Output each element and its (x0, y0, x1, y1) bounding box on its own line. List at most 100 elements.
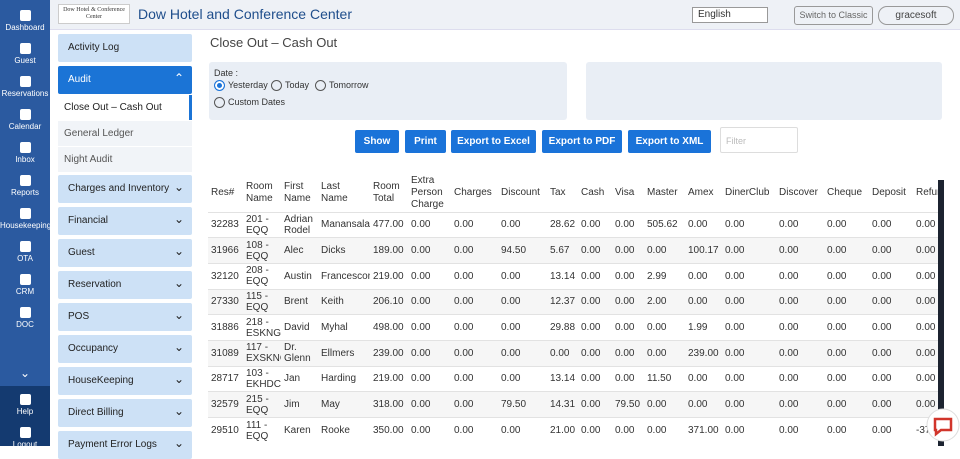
nav-item[interactable]: Logout (0, 427, 50, 449)
column-header[interactable]: Cash (581, 187, 605, 199)
table-cell: 0.00 (869, 288, 913, 315)
column-header[interactable]: Refund (916, 187, 938, 199)
nav-item[interactable]: CRM (0, 274, 50, 296)
table-cell: 32120 (208, 262, 243, 290)
column-header[interactable]: Charges (454, 187, 492, 199)
menu-item[interactable]: Guest ⌄ (58, 239, 192, 267)
table-cell: Jim (281, 391, 318, 418)
table-cell: 0.00 (824, 262, 869, 290)
table-cell: 0.00 (824, 314, 869, 341)
menu-item[interactable]: Charges and Inventory ⌄ (58, 175, 192, 203)
table-cell: Adrian Rodel (281, 211, 318, 238)
nav-item[interactable]: OTA (0, 241, 50, 263)
column-header[interactable]: Visa (615, 187, 635, 199)
menu-item[interactable]: Direct Billing ⌄ (58, 399, 192, 427)
nav-icon (19, 142, 31, 153)
nav-item[interactable]: Guest (0, 43, 50, 65)
date-radio[interactable]: Yesterday (214, 80, 268, 92)
menu-item[interactable]: Financial ⌄ (58, 207, 192, 235)
column-header[interactable]: Extra Person Charge (411, 175, 444, 211)
collapse-chevron[interactable]: ⌄ (19, 366, 31, 380)
nav-item[interactable]: Calendar (0, 109, 50, 131)
nav-item[interactable]: Reservations (0, 76, 50, 98)
nav-item[interactable]: Inbox (0, 142, 50, 164)
table-cell: 0.00 (722, 211, 776, 238)
table-cell: 0.00 (408, 237, 451, 264)
table-cell: 0.00 (451, 417, 498, 444)
switch-classic-button[interactable]: Switch to Classic (794, 6, 873, 25)
date-radio[interactable]: Today (271, 80, 309, 92)
table-cell: 0.00 (451, 365, 498, 392)
action-button[interactable]: Export to Excel (451, 130, 536, 153)
submenu-item[interactable]: Close Out – Cash Out (58, 95, 192, 120)
table-cell: David (281, 314, 318, 341)
chevron: ⌄ (173, 180, 184, 194)
column-header[interactable]: Room Total (373, 181, 400, 205)
table-cell: 31089 (208, 339, 243, 367)
table-row: 32579 215 - EQQ Jim May 318.00 0.00 0.00 79.50 1… (208, 391, 938, 418)
menu-item[interactable]: Occupancy ⌄ (58, 335, 192, 363)
action-button[interactable]: Export to PDF (542, 130, 622, 153)
column-header[interactable]: Tax (550, 187, 566, 199)
table-cell: 0.00 (824, 365, 869, 392)
menu-item[interactable]: Reservation ⌄ (58, 271, 192, 299)
column-header[interactable]: Discover (779, 187, 818, 199)
filter-input[interactable]: Filter (720, 127, 798, 153)
table-cell: 0.00 (578, 417, 612, 444)
column-header[interactable]: Cheque (827, 187, 863, 199)
nav-item[interactable]: Dashboard (0, 10, 50, 32)
table-cell: Jan (281, 365, 318, 392)
menu-item[interactable]: POS ⌄ (58, 303, 192, 331)
nav-label: Reservations (1, 89, 49, 98)
menu-item[interactable]: Audit ⌃ (58, 66, 192, 94)
table-cell: 0.00 (408, 339, 451, 367)
table-cell: 189.00 (370, 237, 408, 264)
submenu-item[interactable]: General Ledger (58, 121, 192, 146)
table-cell: 115 - EQQ (243, 288, 281, 315)
column-header[interactable]: Amex (688, 187, 714, 199)
column-header[interactable]: DinerClub (725, 187, 770, 199)
table-cell: 0.00 (869, 314, 913, 341)
language-select[interactable]: English (692, 7, 768, 23)
action-button[interactable]: Export to XML (628, 130, 711, 153)
date-radio[interactable]: Tomorrow (315, 80, 369, 92)
table-cell: 94.50 (498, 237, 547, 264)
column-header[interactable]: Room Name (246, 181, 273, 205)
column-header[interactable]: Last Name (321, 181, 348, 205)
nav-item[interactable]: Housekeeping (0, 208, 50, 230)
nav-item[interactable]: Reports (0, 175, 50, 197)
table-cell: 13.14 (547, 262, 578, 290)
table-cell: 477.00 (370, 211, 408, 238)
chat-button[interactable] (926, 408, 960, 442)
nav-label: Calendar (8, 122, 42, 131)
menu-item[interactable]: Activity Log (58, 34, 192, 62)
user-menu[interactable]: gracesoft (878, 6, 954, 25)
column-header[interactable]: Res# (211, 187, 235, 199)
nav-icon (19, 394, 31, 405)
nav-item[interactable]: DOC (0, 307, 50, 329)
nav-item[interactable]: Help (0, 394, 50, 416)
radio-circle (214, 97, 225, 109)
date-radio[interactable]: Custom Dates (214, 97, 285, 109)
column-header[interactable]: Discount (501, 187, 540, 199)
nav-icon (19, 274, 31, 285)
menu-item[interactable]: HouseKeeping ⌄ (58, 367, 192, 395)
table-cell: 0.00 (869, 262, 913, 290)
table-cell: 0.00 (578, 391, 612, 418)
menu-item[interactable]: Payment Error Logs ⌄ (58, 431, 192, 459)
logo[interactable]: Dow Hotel & Conference Center (58, 4, 130, 24)
table-cell: 239.00 (370, 339, 408, 367)
column-header[interactable]: Deposit (872, 187, 906, 199)
column-header[interactable]: First Name (284, 181, 311, 205)
submenu-item[interactable]: Night Audit (58, 147, 192, 172)
table-row: 32283 201 - EQQ Adrian Rodel Manansala 477.0… (208, 211, 938, 238)
table-cell: 0.00 (913, 365, 938, 392)
column-header[interactable]: Master (647, 187, 678, 199)
table-cell: 0.00 (776, 288, 824, 315)
date-label: Date : (214, 68, 239, 78)
action-button[interactable]: Print (405, 130, 446, 153)
table-cell: 0.00 (451, 314, 498, 341)
action-button[interactable]: Show (355, 130, 399, 153)
table-cell: 0.00 (722, 314, 776, 341)
